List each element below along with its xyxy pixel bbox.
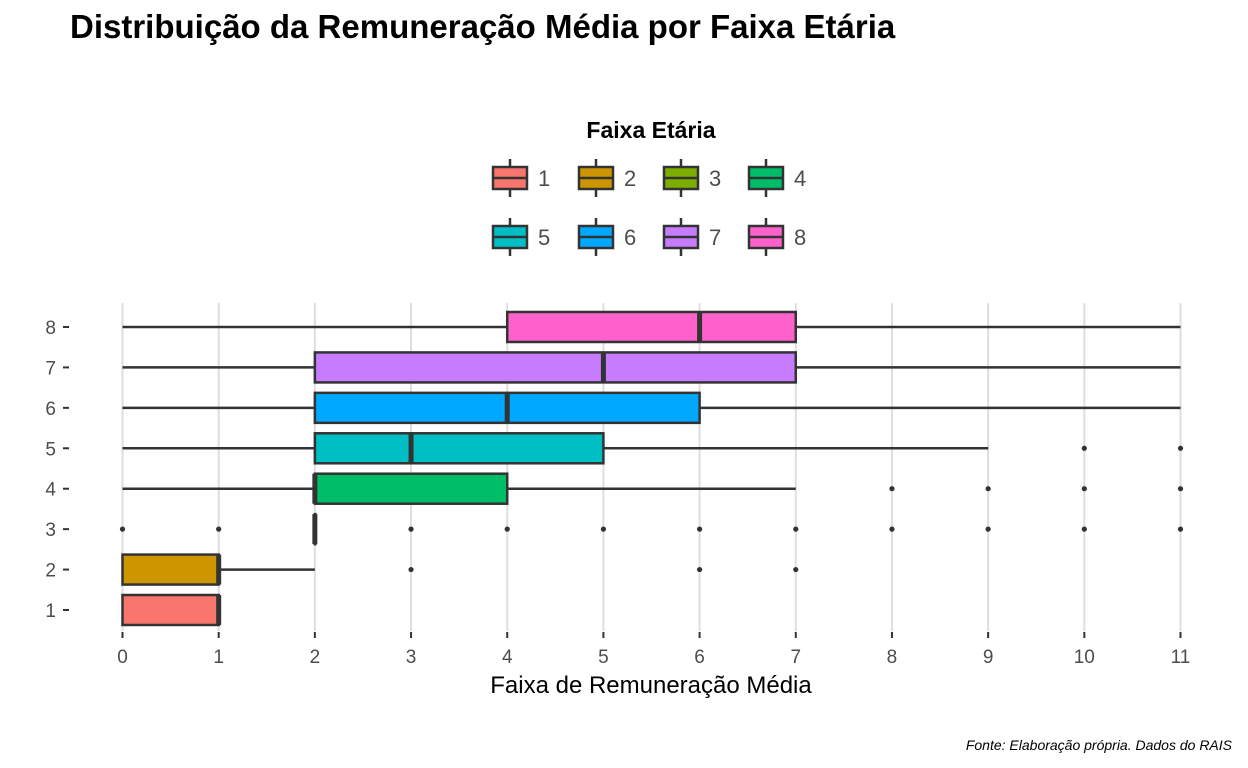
outlier-point	[889, 526, 895, 532]
boxplot-4	[122, 472, 1184, 505]
outlier-point	[1081, 486, 1087, 492]
y-tick-label: 8	[45, 318, 56, 339]
plot-area	[119, 310, 1184, 627]
legend-label: 2	[624, 166, 636, 191]
legend-item-5: 5	[491, 218, 550, 256]
legend-item-3: 3	[662, 159, 721, 197]
legend-label: 4	[794, 166, 806, 191]
x-tick-label: 5	[598, 647, 609, 668]
legend-item-4: 4	[747, 159, 806, 197]
y-tick-label: 2	[45, 561, 56, 582]
boxplot-2	[121, 553, 799, 586]
y-tick-label: 4	[45, 480, 56, 501]
source-caption: Fonte: Elaboração própria. Dados do RAIS	[965, 737, 1232, 753]
x-tick-label: 0	[117, 647, 128, 668]
box	[313, 351, 798, 384]
x-tick-label: 11	[1171, 647, 1191, 668]
outlier-point	[408, 566, 414, 573]
chart-title: Distribuição da Remuneração Média por Fa…	[70, 8, 896, 45]
box	[505, 310, 798, 344]
x-tick-label: 4	[502, 647, 513, 668]
outlier-point	[1177, 486, 1184, 492]
x-tick-label: 9	[983, 647, 994, 668]
x-tick-label: 2	[310, 647, 321, 668]
box	[313, 472, 509, 505]
legend-label: 1	[538, 166, 550, 191]
box	[121, 593, 220, 627]
legend-label: 5	[538, 225, 550, 250]
box	[121, 553, 220, 586]
outlier-point	[119, 526, 126, 532]
outlier-point	[985, 486, 991, 492]
x-tick-label: 6	[694, 647, 705, 668]
boxplot-5	[122, 432, 1184, 465]
y-tick-label: 6	[45, 399, 56, 420]
legend-item-2: 2	[577, 159, 636, 197]
axes: Faixa de Remuneração Média 0 1 2 3 4 5 6 7 8 9 10 1…	[45, 318, 1190, 699]
outlier-point	[793, 566, 799, 573]
outlier-point	[1177, 445, 1184, 451]
outlier-point	[696, 566, 703, 573]
legend-item-7: 7	[662, 218, 721, 256]
outlier-point	[696, 526, 703, 532]
legend: Faixa Etária 1 2 3 4 5 6 7 8	[491, 117, 806, 256]
outlier-point	[793, 526, 799, 532]
boxplot-8	[122, 310, 1181, 344]
outlier-point	[985, 526, 991, 532]
y-tick-label: 1	[45, 601, 56, 622]
boxplot-1	[121, 593, 222, 627]
outlier-point	[600, 526, 607, 532]
outlier-point	[889, 486, 895, 492]
legend-title: Faixa Etária	[586, 117, 715, 143]
outlier-point	[1081, 526, 1087, 532]
legend-label: 8	[794, 225, 806, 250]
outlier-point	[1177, 526, 1184, 532]
legend-item-1: 1	[491, 159, 550, 197]
legend-item-8: 8	[747, 218, 806, 256]
boxplot-6	[122, 391, 1181, 425]
y-tick-label: 3	[45, 520, 56, 541]
y-tick-label: 5	[45, 439, 56, 460]
x-tick-label: 3	[406, 647, 417, 668]
x-tick-label: 1	[213, 647, 224, 668]
outlier-point	[216, 526, 222, 532]
outlier-point	[408, 526, 414, 532]
y-tick-label: 7	[45, 358, 56, 379]
boxplot-7	[122, 351, 1181, 384]
boxplot-3	[119, 512, 1184, 546]
x-tick-label: 8	[887, 647, 898, 668]
box	[313, 432, 605, 465]
outlier-point	[504, 526, 510, 532]
legend-label: 7	[709, 225, 721, 250]
x-tick-label: 7	[790, 647, 801, 668]
x-axis-title: Faixa de Remuneração Média	[490, 672, 812, 699]
legend-item-6: 6	[577, 218, 636, 256]
x-tick-label: 10	[1074, 647, 1095, 668]
legend-label: 3	[709, 166, 721, 191]
legend-label: 6	[624, 225, 636, 250]
outlier-point	[1081, 445, 1087, 451]
